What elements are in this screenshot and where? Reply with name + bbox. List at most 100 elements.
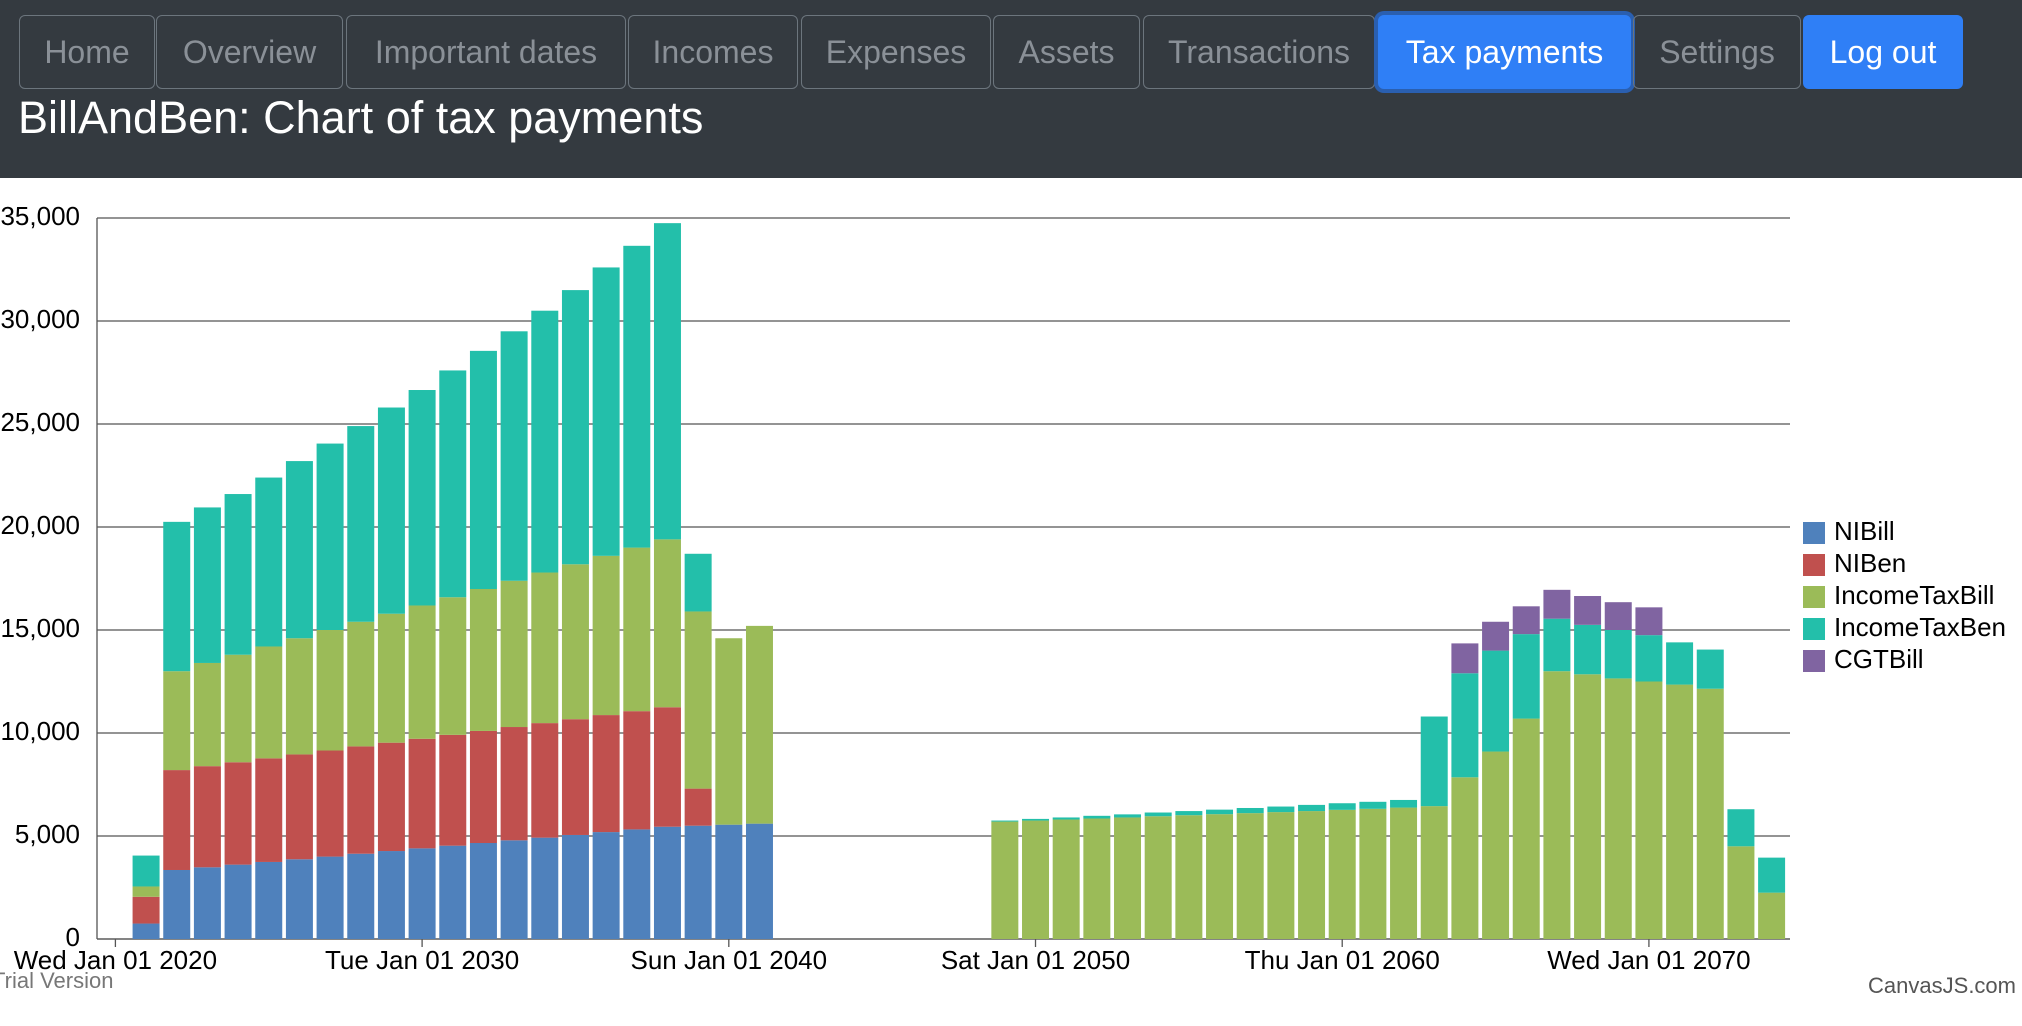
bar-segment — [193, 766, 221, 868]
bar-segment — [1359, 808, 1387, 939]
bar-segment — [623, 547, 651, 712]
nav-button[interactable]: Overview — [156, 15, 343, 89]
x-tick-label: Wed Jan 01 2070 — [1547, 945, 1750, 975]
bar-segment — [1022, 820, 1050, 939]
x-tick-label: Wed Jan 01 2020 — [14, 945, 217, 975]
x-tick-label: Sun Jan 01 2040 — [630, 945, 827, 975]
bar-segment — [1635, 681, 1663, 939]
bar-segment — [1267, 806, 1295, 813]
bar-segment — [1512, 634, 1540, 719]
bar-segment — [1420, 716, 1448, 807]
bar-segment — [132, 886, 160, 897]
bar-segment — [408, 738, 436, 849]
bar-segment — [285, 859, 313, 939]
x-tick-label: Tue Jan 01 2030 — [325, 945, 519, 975]
legend-label: IncomeTaxBill — [1834, 580, 1994, 610]
bar-segment — [255, 861, 283, 939]
bar-segment — [347, 853, 375, 939]
bar-segment — [561, 834, 589, 939]
bar-segment — [1451, 643, 1479, 674]
bar-segment — [1206, 809, 1234, 815]
bar-segment — [1666, 642, 1694, 685]
bar-segment — [316, 856, 344, 939]
bar-segment — [623, 245, 651, 548]
bar-segment — [469, 350, 497, 590]
bar-segment — [1482, 621, 1510, 651]
bar-segment — [745, 823, 773, 939]
bar-segment — [408, 390, 436, 606]
bar-segment — [1267, 812, 1295, 939]
bar-segment — [377, 742, 405, 852]
bar-segment — [224, 762, 252, 865]
bar-segment — [592, 832, 620, 939]
legend-label: NIBill — [1834, 516, 1895, 546]
bar-segment — [1727, 846, 1755, 939]
bar-segment — [439, 734, 467, 846]
nav-button[interactable]: Expenses — [801, 15, 991, 89]
navbar: Home Overview Important dates Incomes Ex… — [0, 0, 2022, 178]
bar-segment — [1083, 818, 1111, 939]
logout-button[interactable]: Log out — [1803, 15, 1963, 89]
bar-segment — [163, 869, 191, 939]
x-tick-label: Sat Jan 01 2050 — [941, 945, 1130, 975]
bar-segment — [193, 662, 221, 767]
credit[interactable]: CanvasJS.com — [1868, 973, 2016, 998]
bar-segment — [1114, 814, 1142, 818]
bar-segment — [285, 461, 313, 639]
bar-segment — [1175, 815, 1203, 939]
bar-segment — [347, 621, 375, 747]
page-title: BillAndBen: Chart of tax payments — [18, 92, 704, 143]
bar-segment — [745, 625, 773, 824]
bar-segment — [1052, 819, 1080, 939]
bar-segment — [224, 864, 252, 939]
bar-segment — [1543, 618, 1571, 672]
bar-segment — [684, 553, 712, 612]
nav-button[interactable]: Assets — [993, 15, 1140, 89]
bar-segment — [1328, 809, 1356, 939]
bar-segment — [531, 310, 559, 573]
nav-button-active[interactable]: Tax payments — [1378, 15, 1631, 89]
legend-swatch — [1803, 522, 1825, 544]
nav-button[interactable]: Important dates — [346, 15, 626, 89]
y-tick-label: 0 — [66, 922, 80, 952]
nav-button[interactable]: Home — [19, 15, 155, 89]
bar-segment — [623, 711, 651, 830]
bar-segment — [561, 564, 589, 720]
nav-button[interactable]: Settings — [1633, 15, 1801, 89]
bar-segment — [255, 758, 283, 862]
bar-segment — [285, 754, 313, 860]
bar-segment — [1512, 718, 1540, 939]
bar-segment — [132, 896, 160, 924]
nav-button[interactable]: Transactions — [1143, 15, 1375, 89]
bar-segment — [715, 638, 743, 825]
bar-segment — [592, 555, 620, 716]
bar-segment — [1144, 816, 1172, 939]
bar-segment — [132, 923, 160, 939]
bar-segment — [1451, 777, 1479, 939]
bar-segment — [1604, 678, 1632, 939]
bar-segment — [132, 855, 160, 887]
bar-segment — [1482, 650, 1510, 752]
bar-segment — [377, 851, 405, 939]
bar-segment — [1390, 807, 1418, 939]
y-tick-label: 35,000 — [0, 201, 80, 231]
bar-segment — [1696, 649, 1724, 689]
bar-segment — [531, 837, 559, 939]
bar-segment — [715, 824, 743, 939]
bar-segment — [347, 426, 375, 622]
y-tick-label: 30,000 — [0, 304, 80, 334]
y-tick-label: 10,000 — [0, 716, 80, 746]
bar-segment — [653, 707, 681, 827]
bar-segment — [377, 613, 405, 743]
bar-segment — [1635, 607, 1663, 636]
bar-segment — [469, 843, 497, 939]
bar-segment — [224, 654, 252, 763]
bar-segment — [1758, 892, 1786, 939]
bar-segment — [163, 770, 191, 870]
legend-swatch — [1803, 586, 1825, 608]
bar-segment — [316, 630, 344, 751]
nav-button[interactable]: Incomes — [628, 15, 798, 89]
bar-segment — [316, 443, 344, 630]
watermark: Trial Version — [0, 968, 113, 993]
bar-segment — [684, 825, 712, 939]
